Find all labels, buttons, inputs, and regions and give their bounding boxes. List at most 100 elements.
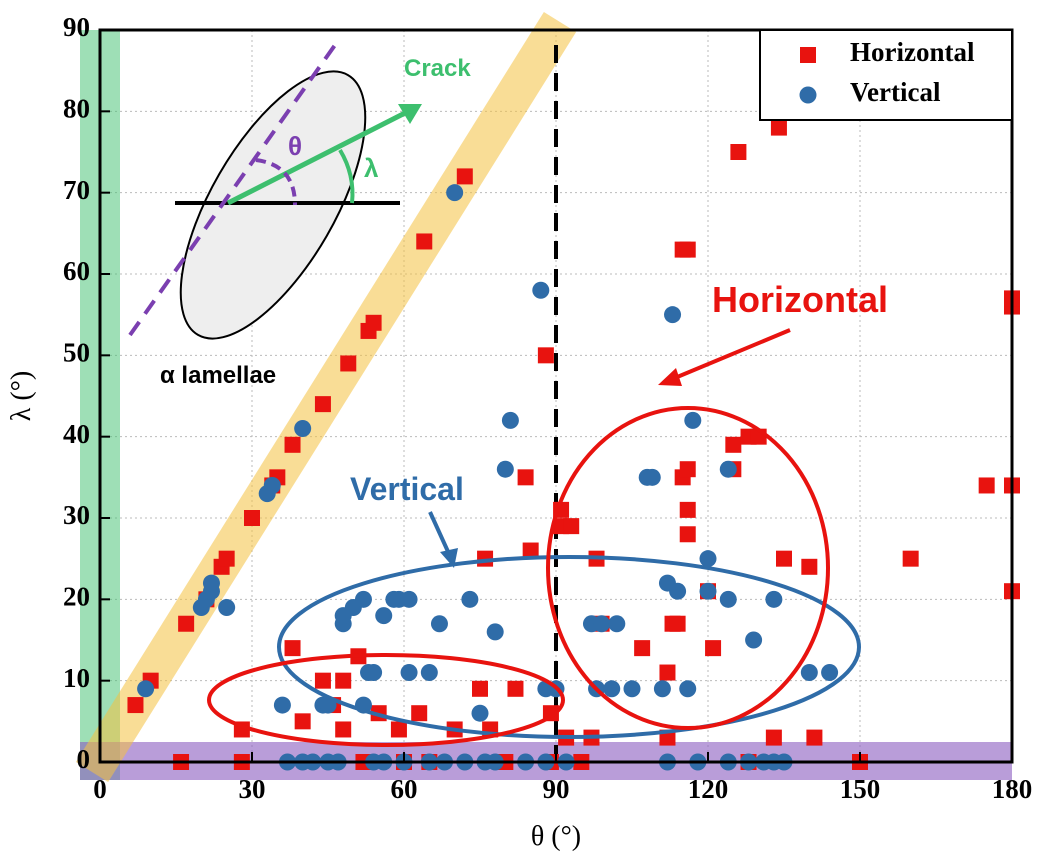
point <box>719 460 737 478</box>
point <box>806 729 823 746</box>
point <box>563 518 580 535</box>
point <box>653 680 671 698</box>
point <box>496 460 514 478</box>
point <box>679 241 696 258</box>
point <box>354 590 372 608</box>
point <box>507 680 524 697</box>
point <box>284 640 301 657</box>
point <box>664 306 682 324</box>
point <box>178 615 195 632</box>
point <box>218 598 236 616</box>
arrow <box>669 328 791 382</box>
point <box>679 461 696 478</box>
point <box>486 623 504 641</box>
x-tick-label: 120 <box>688 774 729 804</box>
y-tick-label: 30 <box>63 500 90 530</box>
point <box>705 640 722 657</box>
point <box>340 355 357 372</box>
point <box>472 680 488 697</box>
point <box>603 680 621 698</box>
ellipse <box>546 406 830 730</box>
point <box>375 607 393 625</box>
point <box>127 697 144 714</box>
x-tick-label: 60 <box>391 774 418 804</box>
point <box>400 590 418 608</box>
point <box>821 664 839 682</box>
point <box>218 550 235 567</box>
point <box>978 477 995 494</box>
annotation: θ <box>288 131 302 161</box>
point <box>669 615 686 632</box>
point <box>699 550 717 568</box>
point <box>669 582 687 600</box>
arrow <box>428 511 452 557</box>
point <box>294 713 311 730</box>
point <box>684 411 702 429</box>
x-tick-label: 90 <box>543 774 570 804</box>
arrow-head <box>440 548 458 568</box>
y-tick-label: 50 <box>63 338 90 368</box>
point <box>390 721 407 738</box>
point <box>532 281 550 299</box>
y-tick-label: 0 <box>77 744 91 774</box>
y-tick-label: 80 <box>63 94 90 124</box>
annotation: Vertical <box>350 471 464 507</box>
point <box>801 558 818 575</box>
legend-label: Horizontal <box>850 37 975 67</box>
point <box>634 640 651 657</box>
point <box>719 590 737 608</box>
point <box>537 347 554 364</box>
y-axis-label: λ (°) <box>6 371 37 421</box>
point <box>365 664 383 682</box>
point <box>765 729 782 746</box>
point <box>430 615 448 633</box>
point <box>456 168 473 185</box>
point <box>643 468 661 486</box>
point <box>745 631 763 649</box>
point <box>800 664 818 682</box>
point <box>623 680 641 698</box>
point <box>365 314 382 331</box>
y-tick-label: 20 <box>63 582 90 612</box>
y-tick-label: 90 <box>63 12 90 42</box>
point <box>314 672 331 689</box>
point <box>416 233 433 250</box>
legend-marker <box>799 86 817 104</box>
point <box>137 680 155 698</box>
point <box>273 696 291 714</box>
point <box>902 550 919 567</box>
point <box>730 144 747 160</box>
y-tick-label: 40 <box>63 419 90 449</box>
theta-arc <box>255 158 297 206</box>
point <box>400 664 418 682</box>
annotation: λ <box>364 153 379 183</box>
point <box>522 542 539 559</box>
legend-marker <box>800 47 816 63</box>
lamella-axis <box>128 36 342 337</box>
point <box>765 590 783 608</box>
y-tick-label: 10 <box>63 663 90 693</box>
point <box>608 615 626 633</box>
point <box>725 436 742 453</box>
x-tick-label: 0 <box>93 774 107 804</box>
point <box>517 469 534 486</box>
annotation: Crack <box>404 55 471 82</box>
point <box>679 680 697 698</box>
point <box>314 396 331 413</box>
y-tick-label: 70 <box>63 175 90 205</box>
point <box>411 705 428 722</box>
point <box>335 672 352 689</box>
x-axis-label: θ (°) <box>531 821 581 852</box>
legend-label: Vertical <box>850 77 941 107</box>
lambda-arc <box>338 148 355 204</box>
point <box>461 590 479 608</box>
point <box>699 582 717 600</box>
point <box>420 664 438 682</box>
point <box>335 721 352 738</box>
point <box>244 510 260 526</box>
arrow-head <box>658 368 682 386</box>
point <box>679 501 696 518</box>
annotation: Horizontal <box>712 279 888 320</box>
point <box>659 664 676 681</box>
